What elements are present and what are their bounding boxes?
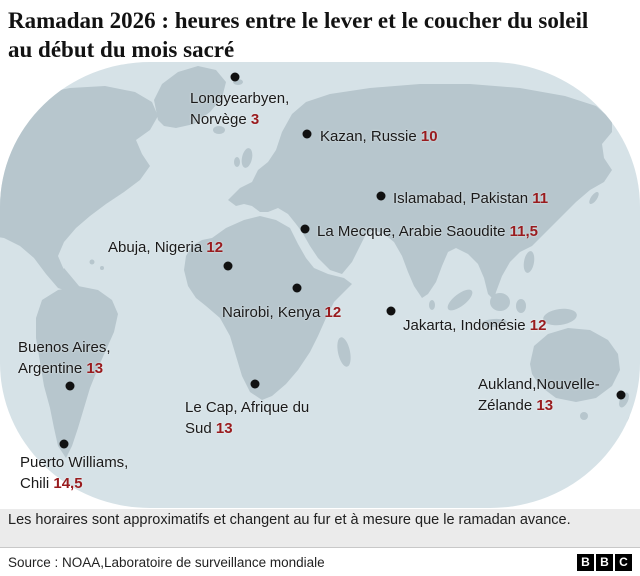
bbc-logo-block-2: B — [596, 553, 613, 571]
location-label: La Mecque, Arabie Saoudite 11,5 — [317, 221, 538, 242]
location-label: Buenos Aires, Argentine 13 — [18, 337, 111, 379]
sulawesi — [516, 299, 526, 313]
location-dot — [376, 191, 386, 201]
sumatra — [447, 289, 473, 311]
location-dot — [292, 283, 302, 293]
location-label: Jakarta, Indonésie 12 — [403, 315, 546, 336]
location-name: Chili — [20, 475, 50, 492]
great-britain — [241, 148, 253, 168]
location-value: 12 — [320, 304, 342, 321]
location-name: Kazan, Russie — [320, 128, 417, 145]
location-name: Abuja, Nigeria — [108, 239, 203, 256]
location-name: Zélande — [478, 397, 533, 414]
location-label: Nairobi, Kenya 12 — [222, 302, 341, 323]
tasmania — [580, 412, 588, 420]
location-name: Argentine — [18, 360, 83, 377]
location-name: Islamabad, Pakistan — [393, 190, 529, 207]
continent-eurasia — [228, 84, 612, 300]
sri-lanka — [429, 300, 435, 310]
bbc-logo-block-3: C — [615, 553, 632, 571]
location-label: Longyearbyen, Norvège 3 — [190, 88, 289, 130]
footnote-text: Les horaires sont approximatifs et chang… — [8, 512, 571, 528]
bbc-logo-block-1: B — [577, 553, 594, 571]
location-value: 13 — [211, 420, 233, 437]
location-dot — [386, 306, 396, 316]
continent-australia — [530, 328, 620, 402]
location-name: Le Cap, Afrique du — [185, 399, 310, 416]
philippines — [523, 251, 535, 273]
location-name: Buenos Aires, — [18, 339, 111, 356]
location-label: Islamabad, Pakistan 11 — [393, 188, 548, 209]
new-guinea — [543, 308, 577, 326]
location-label: Aukland,Nouvelle- Zélande 13 — [478, 374, 600, 416]
location-label: Kazan, Russie 10 — [320, 126, 438, 147]
location-value: 12 — [525, 317, 547, 334]
location-dot — [616, 390, 626, 400]
location-label: Le Cap, Afrique du Sud 13 — [185, 397, 309, 439]
iceland — [213, 126, 225, 134]
location-dot — [223, 261, 233, 271]
location-name: La Mecque, Arabie Saoudite — [317, 223, 506, 240]
location-dot — [65, 381, 75, 391]
location-dot — [59, 439, 69, 449]
japan-kyushu — [589, 192, 599, 204]
madagascar — [337, 337, 351, 367]
continent-north-america — [0, 86, 158, 292]
continent-south-america — [36, 286, 118, 458]
location-value: 14,5 — [49, 475, 83, 492]
caribbean-island-1 — [89, 259, 95, 265]
location-label: Puerto Williams, Chili 14,5 — [20, 452, 128, 494]
location-name: Jakarta, Indonésie — [403, 317, 526, 334]
japan-honshu — [578, 167, 592, 189]
greenland — [154, 66, 226, 128]
location-name: Aukland,Nouvelle- — [478, 376, 600, 393]
location-name: Nairobi, Kenya — [222, 304, 321, 321]
java — [481, 318, 507, 328]
map-continents — [0, 66, 638, 458]
footer: Source : NOAA,Laboratoire de surveillanc… — [0, 547, 640, 576]
location-dot — [230, 72, 240, 82]
source-text: Source : NOAA,Laboratoire de surveillanc… — [8, 554, 325, 570]
location-value: 12 — [202, 239, 224, 256]
location-name: Norvège — [190, 111, 247, 128]
location-value: 10 — [416, 128, 438, 145]
bbc-logo: B B C — [577, 553, 632, 571]
caribbean-island-2 — [100, 266, 104, 270]
location-value: 11 — [528, 190, 549, 207]
footnote: Les horaires sont approximatifs et chang… — [0, 509, 640, 547]
location-label: Abuja, Nigeria 12 — [108, 237, 223, 258]
location-dot — [250, 379, 260, 389]
borneo — [490, 293, 510, 311]
location-dot — [302, 129, 312, 139]
location-value: 3 — [246, 111, 260, 128]
location-dot — [300, 224, 310, 234]
location-value: 13 — [532, 397, 554, 414]
location-name: Sud — [185, 420, 212, 437]
location-value: 13 — [82, 360, 104, 377]
ireland — [234, 157, 240, 167]
page-title: Ramadan 2026 : heures entre le lever et … — [8, 8, 589, 62]
location-name: Puerto Williams, — [20, 454, 129, 471]
location-value: 11,5 — [505, 223, 539, 240]
location-name: Longyearbyen, — [190, 90, 290, 107]
